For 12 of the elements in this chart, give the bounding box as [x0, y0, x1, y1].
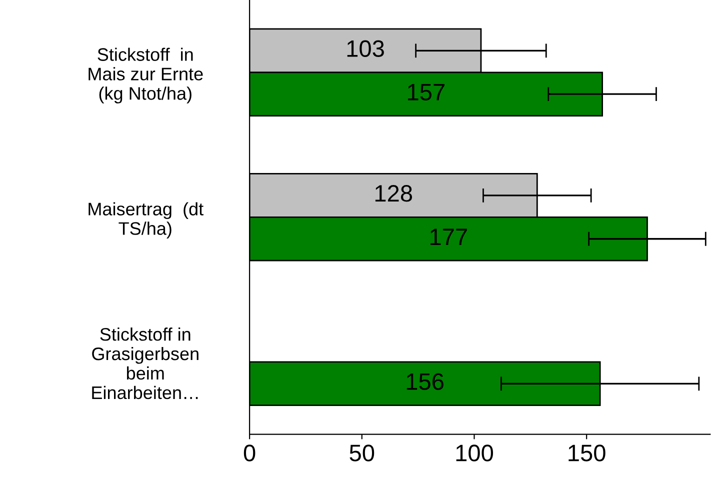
- data-label: 156: [406, 373, 444, 390]
- x-tick-label: 150: [568, 444, 606, 462]
- data-label: 177: [430, 228, 467, 245]
- y-tick-label: Stickstoff in Grasigerbsen beim Einarbeiten…: [92, 328, 198, 400]
- data-label: 157: [408, 84, 444, 100]
- data-label: 128: [375, 185, 412, 202]
- x-tick-label: 0: [244, 444, 256, 462]
- data-label: 103: [347, 40, 384, 58]
- y-tick-label: Maisertrag (dt TS/ha): [88, 202, 204, 238]
- x-tick-label: 100: [456, 444, 494, 462]
- x-tick-label: 50: [350, 444, 374, 462]
- y-tick-label: Stickstoff in Mais zur Ernte (kg Ntot/ha): [88, 48, 203, 104]
